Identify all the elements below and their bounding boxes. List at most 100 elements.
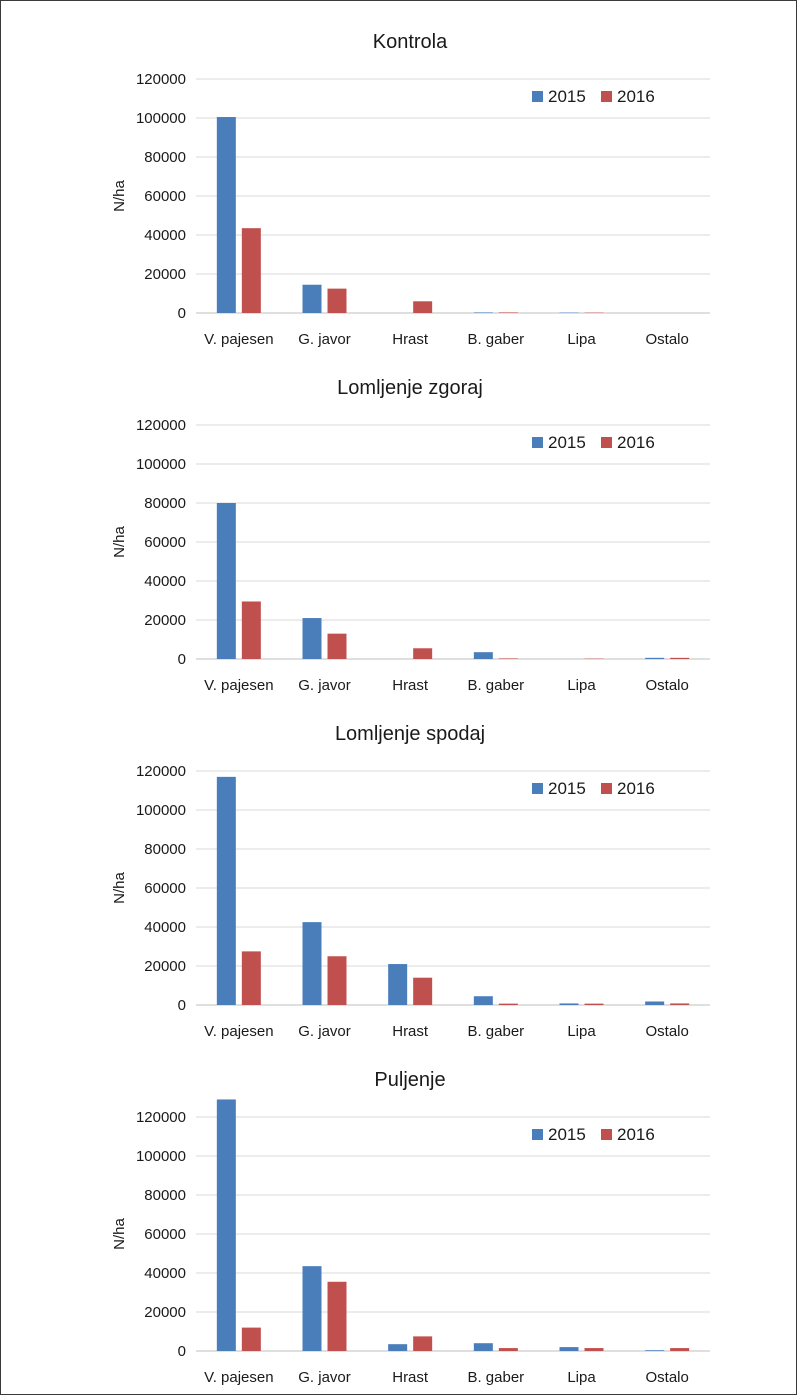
legend-swatch-2015 — [532, 1129, 543, 1140]
x-category-label: Lipa — [567, 677, 596, 694]
bar-2016 — [241, 951, 261, 1005]
bar-2015 — [216, 1099, 236, 1351]
x-category-label: Hrast — [392, 331, 429, 348]
bar-2015 — [216, 776, 236, 1005]
y-tick-label: 60000 — [144, 1226, 186, 1243]
bar-2016 — [498, 658, 518, 659]
bar-2015 — [302, 284, 322, 313]
bar-2016 — [241, 228, 261, 313]
x-category-label: B. gaber — [467, 1023, 524, 1040]
x-category-label: G. javor — [298, 677, 351, 694]
chart-panel: Kontrola 0 20000 40000 60000 80000 100000 12000… — [111, 31, 710, 348]
y-axis-label: N/ha — [111, 180, 128, 212]
x-category-label: Ostalo — [645, 1369, 688, 1386]
y-tick-label: 40000 — [144, 919, 186, 936]
x-category-label: V. pajesen — [204, 1023, 274, 1040]
x-category-label: Hrast — [392, 1369, 429, 1386]
x-category-label: G. javor — [298, 1023, 351, 1040]
chart-panel: Lomljenje zgoraj 0 20000 40000 60000 80000 100… — [111, 377, 710, 694]
bar-2016 — [584, 1348, 604, 1351]
y-tick-label: 100000 — [136, 110, 186, 127]
y-tick-label: 40000 — [144, 1265, 186, 1282]
x-category-label: V. pajesen — [204, 331, 274, 348]
y-tick-label: 0 — [178, 1343, 186, 1360]
bar-2016 — [327, 956, 347, 1005]
y-tick-label: 100000 — [136, 1148, 186, 1165]
bar-2015 — [473, 996, 493, 1005]
y-tick-label: 0 — [178, 305, 186, 322]
bar-2016 — [498, 312, 518, 313]
legend-label-2015: 2015 — [548, 779, 586, 798]
bar-2015 — [216, 117, 236, 314]
bar-2015 — [473, 312, 493, 313]
x-category-label: V. pajesen — [204, 677, 274, 694]
chart-title: Kontrola — [373, 31, 448, 53]
y-tick-label: 0 — [178, 997, 186, 1014]
legend-swatch-2015 — [532, 783, 543, 794]
bar-2015 — [473, 1343, 493, 1351]
bar-2015 — [645, 1350, 665, 1351]
x-category-label: V. pajesen — [204, 1369, 274, 1386]
bar-2016 — [327, 1281, 347, 1351]
bar-2015 — [302, 922, 322, 1005]
legend-label-2015: 2015 — [548, 87, 586, 106]
bar-2016 — [413, 648, 433, 659]
y-tick-label: 120000 — [136, 763, 186, 780]
x-category-label: B. gaber — [467, 331, 524, 348]
y-tick-label: 20000 — [144, 958, 186, 975]
legend-swatch-2016 — [601, 91, 612, 102]
chart-panel: Puljenje 0 20000 40000 60000 80000 100000 12000… — [111, 1069, 710, 1386]
x-category-label: B. gaber — [467, 677, 524, 694]
y-tick-label: 80000 — [144, 841, 186, 858]
bar-2016 — [413, 977, 433, 1005]
legend-swatch-2016 — [601, 437, 612, 448]
y-tick-label: 120000 — [136, 417, 186, 434]
bar-2016 — [670, 1003, 690, 1005]
y-tick-label: 40000 — [144, 227, 186, 244]
bar-2016 — [670, 657, 690, 659]
x-category-label: Lipa — [567, 1023, 596, 1040]
x-category-label: Lipa — [567, 331, 596, 348]
chart-title: Lomljenje spodaj — [335, 723, 485, 745]
y-tick-label: 80000 — [144, 1187, 186, 1204]
y-axis-label: N/ha — [111, 526, 128, 558]
x-category-label: Ostalo — [645, 1023, 688, 1040]
chart-title: Puljenje — [374, 1069, 445, 1091]
y-tick-label: 20000 — [144, 612, 186, 629]
y-tick-label: 60000 — [144, 188, 186, 205]
bar-2015 — [302, 618, 322, 659]
y-tick-label: 120000 — [136, 71, 186, 88]
bar-2015 — [473, 652, 493, 659]
legend-label-2016: 2016 — [617, 1125, 655, 1144]
legend-swatch-2016 — [601, 783, 612, 794]
legend-label-2015: 2015 — [548, 433, 586, 452]
bar-2016 — [241, 1327, 261, 1351]
x-category-label: G. javor — [298, 1369, 351, 1386]
y-tick-label: 120000 — [136, 1109, 186, 1126]
bar-2016 — [241, 601, 261, 659]
bar-2016 — [413, 1336, 433, 1351]
y-tick-label: 100000 — [136, 802, 186, 819]
bar-2015 — [645, 1001, 665, 1005]
x-category-label: Lipa — [567, 1369, 596, 1386]
bar-2016 — [498, 1003, 518, 1005]
bar-2015 — [388, 964, 408, 1005]
x-category-label: G. javor — [298, 331, 351, 348]
bar-2016 — [413, 301, 433, 313]
bar-2016 — [498, 1348, 518, 1351]
y-tick-label: 100000 — [136, 456, 186, 473]
x-category-label: B. gaber — [467, 1369, 524, 1386]
chart-panel: Lomljenje spodaj 0 20000 40000 60000 80000 100… — [111, 723, 710, 1040]
y-tick-label: 20000 — [144, 266, 186, 283]
y-axis-label: N/ha — [111, 872, 128, 904]
legend-swatch-2015 — [532, 91, 543, 102]
bar-2016 — [327, 288, 347, 313]
bar-2015 — [388, 1344, 408, 1351]
y-tick-label: 0 — [178, 651, 186, 668]
y-tick-label: 20000 — [144, 1304, 186, 1321]
legend-label-2016: 2016 — [617, 779, 655, 798]
legend-swatch-2016 — [601, 1129, 612, 1140]
legend-label-2015: 2015 — [548, 1125, 586, 1144]
bar-2016 — [670, 1348, 690, 1351]
